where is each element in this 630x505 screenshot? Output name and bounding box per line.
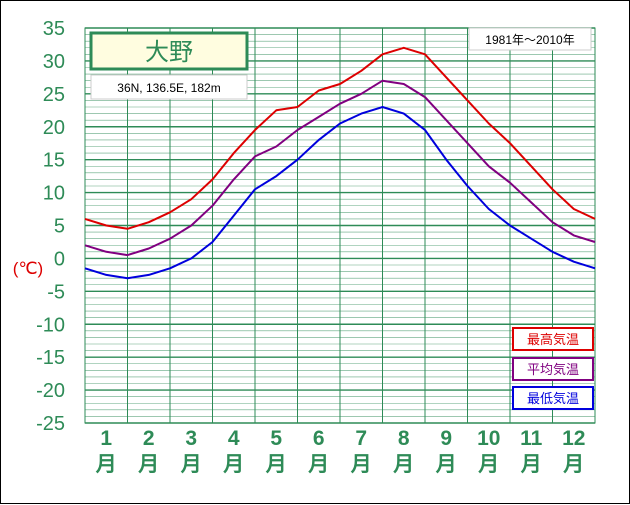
y-tick-label: 35: [43, 18, 65, 40]
x-tick-label-suffix: 月: [435, 453, 457, 476]
x-tick-label: 4: [228, 427, 240, 450]
legend-box-avg: [512, 357, 594, 381]
x-tick-label-suffix: 月: [307, 453, 329, 476]
period-box: [468, 27, 592, 51]
x-tick-label: 9: [440, 427, 452, 450]
legend-label-max: 最高気温: [527, 332, 579, 348]
x-tick-label: 6: [313, 427, 325, 450]
x-tick-label: 5: [270, 427, 282, 450]
legend: 最高気温 平均気温 最低気温: [512, 327, 594, 410]
x-tick-label: 8: [398, 427, 410, 450]
y-axis-unit: (℃): [13, 259, 43, 278]
y-tick-label: -10: [36, 314, 65, 336]
y-tick-label: 30: [43, 51, 65, 73]
location-text: 36N, 136.5E, 182m: [117, 81, 220, 95]
legend-box-min: [512, 386, 594, 410]
series-line-min: [84, 106, 596, 280]
x-tick-label: 7: [355, 427, 367, 450]
x-tick-label-suffix: 月: [95, 453, 117, 476]
x-tick-label-suffix: 月: [265, 453, 287, 476]
legend-box-max: [512, 327, 594, 351]
y-tick-label: 5: [54, 216, 65, 238]
location-box: [90, 74, 248, 100]
x-tick-label: 2: [143, 427, 155, 450]
legend-label-min: 最低気温: [527, 391, 579, 407]
series-line-max: [84, 46, 596, 230]
y-tick-labels: 35 30 25 20 15 10 5 0 -5 -10 -15 -20 -25: [36, 18, 65, 435]
x-tick-label-suffix: 月: [477, 453, 499, 476]
y-tick-label: 25: [43, 84, 65, 106]
y-tick-label: -15: [36, 347, 65, 369]
y-tick-label: -25: [36, 413, 65, 435]
y-tick-label: -5: [47, 281, 65, 303]
y-tick-label: 10: [43, 183, 65, 205]
x-tick-label-suffix: 月: [520, 453, 542, 476]
x-tick-label: 1: [100, 427, 112, 450]
title-box: [89, 31, 249, 71]
period-text: 1981年～2010年: [485, 33, 574, 47]
x-tick-label: 3: [185, 427, 197, 450]
x-tick-label: 10: [477, 427, 500, 450]
x-tick-label-suffix: 月: [392, 453, 414, 476]
x-tick-label-suffix: 月: [180, 453, 202, 476]
legend-label-avg: 平均気温: [527, 362, 579, 378]
x-tick-label-suffix: 月: [222, 453, 244, 476]
y-tick-label: -20: [36, 380, 65, 402]
y-tick-label: 15: [43, 150, 65, 172]
series-line-avg: [84, 79, 596, 257]
x-tick-label-suffix: 月: [562, 453, 584, 476]
x-tick-labels: 1 月 2 月 3 月 4 月 5 月 6 月 7 月 8 月 9 月 10 月 11 月 12 月: [95, 427, 586, 476]
x-tick-label: 11: [520, 427, 543, 450]
x-tick-label-suffix: 月: [350, 453, 372, 476]
y-tick-label: 0: [54, 248, 65, 270]
y-tick-label: 20: [43, 117, 65, 139]
x-tick-label: 12: [562, 427, 585, 450]
x-tick-label-suffix: 月: [137, 453, 159, 476]
series-lines: [84, 46, 596, 280]
chart-title: 大野: [145, 38, 193, 66]
